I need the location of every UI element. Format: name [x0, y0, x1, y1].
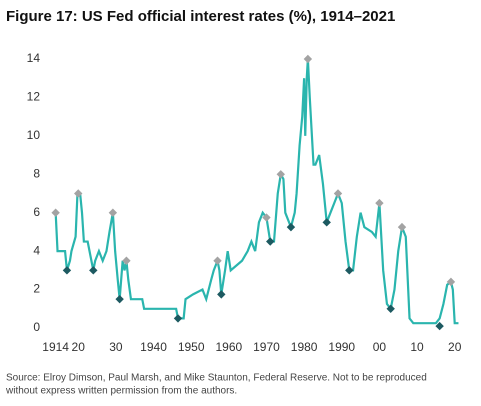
trough-marker	[62, 266, 72, 275]
trough-marker	[322, 218, 331, 227]
x-tick-label: 1980	[291, 340, 318, 354]
peak-marker	[262, 213, 271, 222]
source-note: without express written permission from …	[5, 386, 237, 397]
peak-marker	[108, 208, 118, 217]
trough-marker	[286, 222, 296, 232]
peak-marker	[51, 208, 60, 217]
trough-marker	[173, 314, 183, 323]
trough-marker	[266, 237, 275, 246]
peak-marker	[213, 256, 222, 265]
x-tick-label: 1914	[42, 340, 69, 354]
trough-marker	[435, 321, 444, 331]
x-tick-label: 1990	[328, 340, 355, 354]
trough-marker	[386, 304, 395, 313]
y-tick-label: 8	[33, 166, 40, 180]
peak-marker	[446, 277, 456, 287]
peak-marker	[333, 189, 343, 198]
trough-marker	[345, 266, 354, 275]
x-tick-label: 20	[448, 340, 462, 354]
y-tick-label: 10	[27, 128, 41, 142]
trough-marker	[217, 290, 226, 299]
y-tick-label: 6	[33, 205, 40, 219]
y-tick-label: 14	[27, 51, 41, 65]
y-tick-label: 2	[33, 282, 40, 296]
x-tick-label: 00	[373, 340, 387, 354]
x-tick-label: 20	[72, 340, 86, 354]
y-tick-label: 12	[27, 90, 41, 104]
x-tick-label: 1960	[215, 340, 242, 354]
trough-marker	[89, 266, 98, 275]
x-tick-label: 1950	[178, 340, 205, 354]
peak-marker	[375, 198, 384, 208]
x-tick-label: 1940	[140, 340, 167, 354]
peak-marker	[276, 170, 285, 179]
source-note: Source: Elroy Dimson, Paul Marsh, and Mi…	[6, 373, 427, 384]
x-tick-label: 1970	[253, 340, 280, 354]
peak-marker	[397, 222, 407, 232]
peak-marker	[122, 256, 131, 265]
x-tick-label: 30	[109, 340, 123, 354]
chart-title: Figure 17: US Fed official interest rate…	[6, 8, 395, 25]
trough-marker	[115, 294, 124, 304]
y-tick-label: 4	[33, 243, 40, 257]
y-tick-label: 0	[33, 320, 40, 334]
peak-marker	[74, 189, 83, 198]
x-tick-label: 10	[410, 340, 424, 354]
rate-line	[54, 58, 459, 325]
peak-marker	[303, 54, 313, 64]
